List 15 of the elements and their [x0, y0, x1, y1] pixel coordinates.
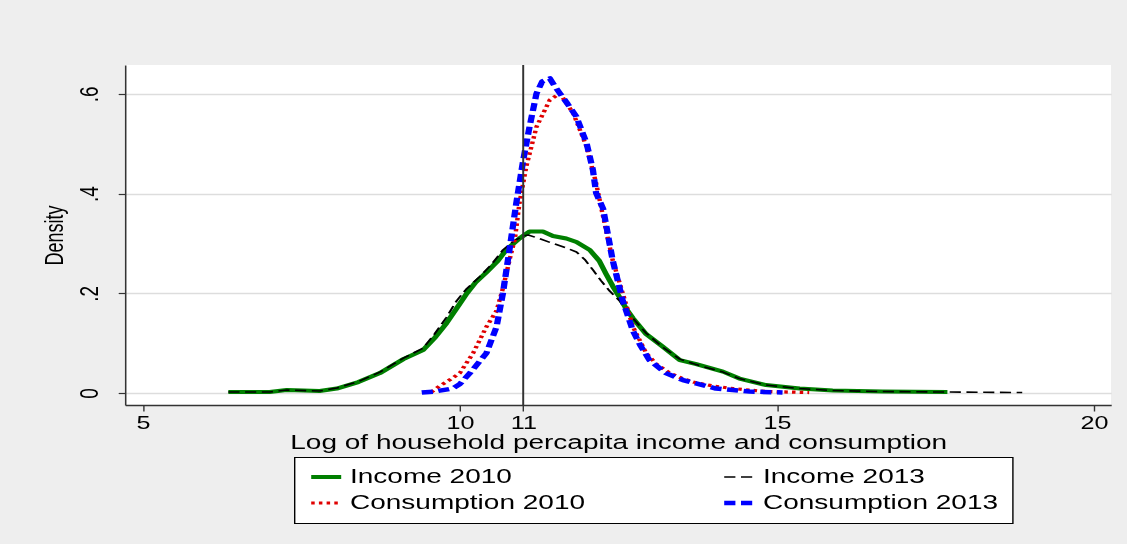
legend-label: Income 2010	[350, 464, 512, 488]
legend-label: Consumption 2010	[350, 490, 586, 514]
legend-label: Income 2013	[763, 464, 925, 488]
x-tick-label: 20	[1080, 412, 1109, 433]
x-tick-label: 5	[136, 412, 151, 433]
x-tick-label: 10	[446, 412, 475, 433]
x-tick-label: 11	[510, 412, 537, 433]
y-tick-label: 0	[73, 388, 104, 399]
legend-label: Consumption 2013	[763, 490, 999, 514]
y-tick-label: .2	[73, 285, 104, 302]
y-axis-title: Density	[39, 205, 69, 266]
y-tick-label: .4	[73, 186, 104, 203]
x-axis-title: Log of household percapita income and consumption	[290, 430, 948, 453]
y-tick-label: .6	[73, 86, 104, 103]
x-tick-label: 15	[763, 412, 792, 433]
